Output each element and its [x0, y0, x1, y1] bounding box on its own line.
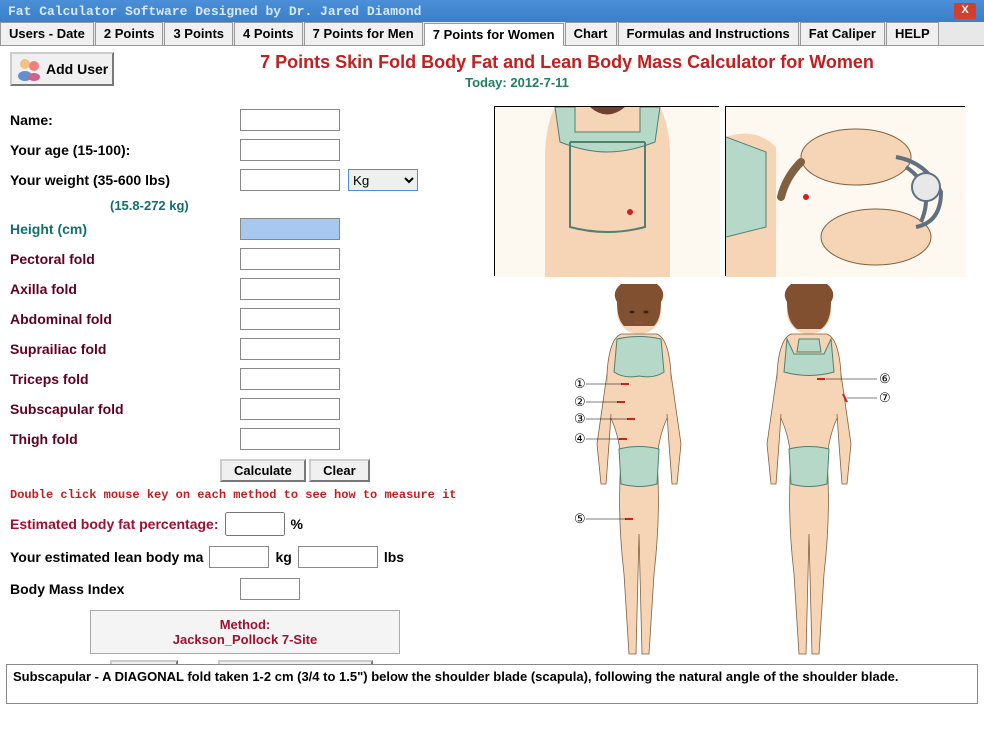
suprailiac-input[interactable] — [240, 338, 340, 360]
weight-unit-select[interactable]: Kg — [348, 169, 418, 191]
close-icon[interactable]: X — [954, 3, 976, 19]
tab-7points-women[interactable]: 7 Points for Women — [424, 23, 564, 46]
tab-4points[interactable]: 4 Points — [234, 22, 303, 45]
method-box: Method: Jackson_Pollock 7-Site — [90, 610, 400, 654]
point-6: ⑥ — [879, 371, 891, 386]
point-1: ① — [574, 376, 586, 391]
weight-range: (15.8-272 kg) — [110, 198, 480, 213]
name-label: Name: — [10, 112, 210, 128]
point-7: ⑦ — [879, 390, 891, 405]
form-area: Name: Your age (15-100): Your weight (35… — [10, 108, 480, 687]
add-user-button[interactable]: Add User — [10, 52, 114, 86]
leanmass-unit-kg: kg — [275, 549, 291, 565]
tab-bar: Users - Date 2 Points 3 Points 4 Points … — [0, 22, 984, 46]
abdominal-input[interactable] — [240, 308, 340, 330]
age-input[interactable] — [240, 139, 340, 161]
leanmass-kg-output — [209, 546, 269, 568]
weight-input[interactable] — [240, 169, 340, 191]
today-label: Today: 2012-7-11 — [0, 75, 984, 90]
tab-2points[interactable]: 2 Points — [95, 22, 164, 45]
main-content: Add User 7 Points Skin Fold Body Fat and… — [0, 46, 984, 706]
point-2: ② — [574, 394, 586, 409]
add-user-label: Add User — [46, 61, 108, 77]
subscapular-input[interactable] — [240, 398, 340, 420]
bodyfat-label: Estimated body fat percentage: — [10, 516, 219, 532]
leanmass-label: Your estimated lean body ma — [10, 549, 203, 565]
bmi-output — [240, 578, 300, 600]
bodyfat-output — [225, 512, 285, 536]
leanmass-lbs-output — [298, 546, 378, 568]
diagram-area: ① ② ③ ④ ⑤ ⑥ ⑦ — [494, 106, 974, 664]
tab-users-date[interactable]: Users - Date — [0, 22, 94, 45]
page-title: 7 Points Skin Fold Body Fat and Lean Bod… — [0, 46, 984, 75]
tab-chart[interactable]: Chart — [565, 22, 617, 45]
leanmass-unit-lbs: lbs — [384, 549, 404, 565]
tab-7points-men[interactable]: 7 Points for Men — [304, 22, 423, 45]
age-label: Your age (15-100): — [10, 142, 210, 158]
height-label: Height (cm) — [10, 221, 210, 237]
window-titlebar: Fat Calculator Software Designed by Dr. … — [0, 0, 984, 22]
fold-label-5: Subscapular fold — [10, 401, 210, 417]
point-4: ④ — [574, 431, 586, 446]
point-5: ⑤ — [574, 511, 586, 526]
fold-label-4: Triceps fold — [10, 371, 210, 387]
method-name: Jackson_Pollock 7-Site — [97, 632, 393, 647]
bodyfat-unit: % — [291, 516, 303, 532]
footer-description: Subscapular - A DIAGONAL fold taken 1-2 … — [6, 664, 978, 704]
tab-3points[interactable]: 3 Points — [164, 22, 233, 45]
fold-label-2: Abdominal fold — [10, 311, 210, 327]
window-title: Fat Calculator Software Designed by Dr. … — [8, 4, 421, 19]
fold-label-3: Suprailiac fold — [10, 341, 210, 357]
pectoral-input[interactable] — [240, 248, 340, 270]
body-diagram: ① ② ③ ④ ⑤ ⑥ ⑦ — [544, 284, 924, 664]
method-title: Method: — [97, 617, 393, 632]
axilla-input[interactable] — [240, 278, 340, 300]
caliper-diagram — [725, 106, 965, 276]
tab-formulas[interactable]: Formulas and Instructions — [618, 22, 799, 45]
back-diagram — [494, 106, 719, 276]
bmi-label: Body Mass Index — [10, 581, 210, 597]
tab-fat-caliper[interactable]: Fat Caliper — [800, 22, 885, 45]
fold-label-1: Axilla fold — [10, 281, 210, 297]
point-3: ③ — [574, 411, 586, 426]
tab-help[interactable]: HELP — [886, 22, 939, 45]
weight-label: Your weight (35-600 lbs) — [10, 172, 210, 188]
users-icon — [16, 56, 42, 82]
clear-button[interactable]: Clear — [309, 459, 370, 482]
fold-label-6: Thigh fold — [10, 431, 210, 447]
fold-label-0: Pectoral fold — [10, 251, 210, 267]
triceps-input[interactable] — [240, 368, 340, 390]
thigh-input[interactable] — [240, 428, 340, 450]
name-input[interactable] — [240, 109, 340, 131]
height-input[interactable] — [240, 218, 340, 240]
calculate-button[interactable]: Calculate — [220, 459, 306, 482]
hint-text: Double click mouse key on each method to… — [10, 488, 480, 502]
